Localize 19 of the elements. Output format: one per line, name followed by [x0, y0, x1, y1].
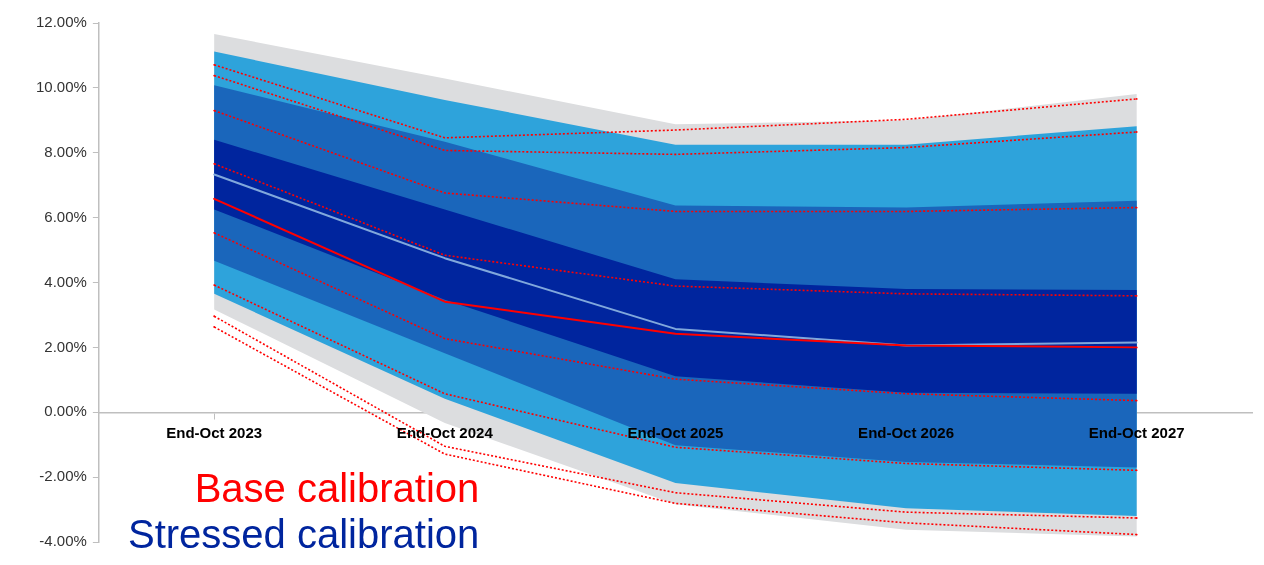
y-tick-label: 0.00%	[44, 402, 87, 420]
line-series	[213, 74, 1138, 156]
line-series	[213, 162, 1138, 297]
x-tick-label: End-Oct 2023	[166, 423, 263, 441]
y-tick-label: -2.00%	[39, 467, 87, 485]
y-tick-label: -4.00%	[39, 532, 87, 550]
text: Base calibration	[194, 465, 480, 511]
line-series	[213, 232, 1138, 402]
y-tick-label: 8.00%	[44, 142, 87, 160]
legend-label: Stressed calibration	[128, 511, 480, 557]
line-series	[213, 64, 1138, 139]
line-series	[213, 109, 1138, 213]
y-tick-label: 10.00%	[36, 78, 87, 96]
y-tick-label: 12.00%	[36, 13, 87, 31]
x-tick-label: End-Oct 2026	[858, 423, 954, 441]
y-tick-label: 6.00%	[44, 207, 87, 225]
y-tick-label: 2.00%	[44, 337, 87, 355]
y-tick-label: 4.00%	[44, 272, 87, 290]
x-tick-label: End-Oct 2025	[627, 423, 724, 441]
